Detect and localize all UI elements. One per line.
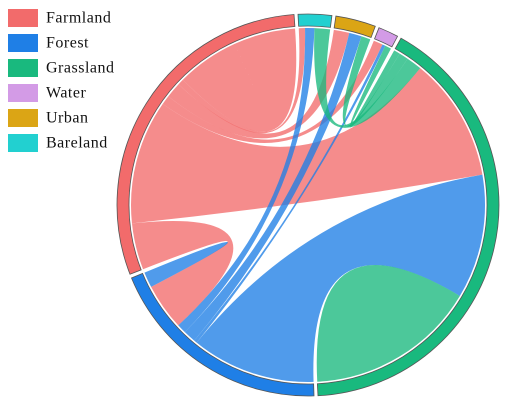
group-arc [116,14,296,275]
group-arc [374,27,399,48]
group-arc [316,37,500,397]
chord [144,242,228,287]
chord [182,28,297,132]
chord [314,28,421,128]
chord [316,265,460,382]
group-arc [130,272,315,397]
chord [178,28,306,134]
legend-label: Urban [46,110,88,127]
legend-label: Water [46,85,86,102]
legend-swatch [8,34,38,52]
group-arc [333,15,376,38]
chord [196,174,486,382]
legend-label: Forest [46,35,89,52]
legend-swatch [8,9,38,27]
legend-label: Bareland [46,135,108,152]
chord [349,45,400,128]
legend-swatch [8,109,38,127]
chord [342,36,408,127]
group-arc [297,13,333,28]
legend-swatch [8,84,38,102]
chord [131,220,234,326]
legend-swatch [8,134,38,152]
legend-label: Grassland [46,60,114,77]
chord [131,68,483,224]
chord [184,32,362,341]
legend-swatch [8,59,38,77]
legend-label: Farmland [46,10,111,27]
chords [131,28,486,382]
